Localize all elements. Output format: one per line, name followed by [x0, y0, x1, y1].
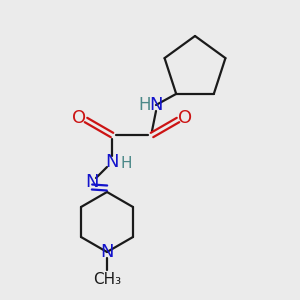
Text: CH₃: CH₃: [93, 272, 121, 286]
Text: N: N: [85, 173, 99, 191]
Text: H: H: [120, 155, 132, 170]
Text: N: N: [100, 243, 114, 261]
Text: O: O: [178, 109, 192, 127]
Text: O: O: [72, 109, 86, 127]
Text: N: N: [105, 153, 119, 171]
Text: N: N: [149, 96, 163, 114]
Text: H: H: [139, 96, 151, 114]
